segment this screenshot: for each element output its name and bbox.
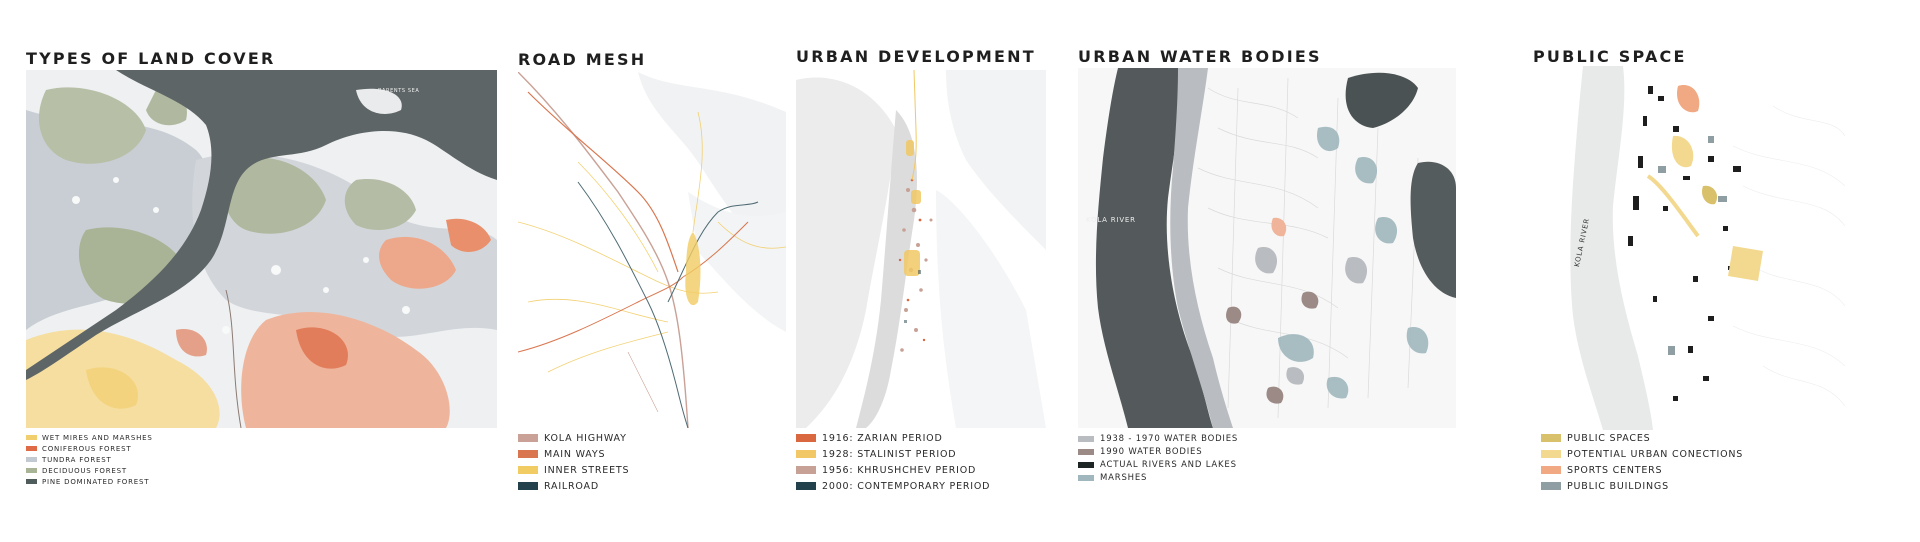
urban-development-legend: 1916: ZARIAN PERIOD 1928: STALINIST PERI… xyxy=(796,430,990,494)
legend-label: RAILROAD xyxy=(544,480,599,492)
legend-swatch xyxy=(26,435,37,440)
legend-label: POTENTIAL URBAN CONECTIONS xyxy=(1567,448,1744,460)
sea-label: BARENTS SEA xyxy=(378,88,420,94)
legend-label: 1928: STALINIST PERIOD xyxy=(822,448,957,460)
legend-label: PUBLIC SPACES xyxy=(1567,432,1651,444)
panel-title: PUBLIC SPACE xyxy=(1533,47,1687,66)
legend-label: DECIDUOUS FOREST xyxy=(42,466,127,475)
legend-label: 1938 - 1970 WATER BODIES xyxy=(1100,433,1239,444)
legend-swatch xyxy=(1541,450,1561,458)
legend-item: INNER STREETS xyxy=(518,462,629,478)
legend-swatch xyxy=(1541,434,1561,442)
legend-item: ACTUAL RIVERS AND LAKES xyxy=(1078,458,1238,471)
legend-item: 1916: ZARIAN PERIOD xyxy=(796,430,990,446)
panel-title: URBAN DEVELOPMENT xyxy=(796,47,1036,66)
legend-item: POTENTIAL URBAN CONECTIONS xyxy=(1541,446,1743,462)
land-cover-legend: WET MIRES AND MARSHES CONIFEROUS FOREST … xyxy=(26,432,153,487)
legend-label: SPORTS CENTERS xyxy=(1567,464,1663,476)
legend-swatch xyxy=(1078,461,1094,468)
legend-label: KOLA HIGHWAY xyxy=(544,432,627,444)
legend-item: SPORTS CENTERS xyxy=(1541,462,1743,478)
legend-item: 1938 - 1970 WATER BODIES xyxy=(1078,432,1238,445)
legend-swatch xyxy=(26,446,37,451)
legend-swatch xyxy=(518,450,538,458)
legend-item: TUNDRA FOREST xyxy=(26,454,153,465)
urban-development-map xyxy=(796,70,1046,428)
legend-label: WET MIRES AND MARSHES xyxy=(42,433,153,442)
legend-item: PUBLIC BUILDINGS xyxy=(1541,478,1743,494)
legend-swatch xyxy=(1078,474,1094,481)
legend-label: PUBLIC BUILDINGS xyxy=(1567,480,1669,492)
legend-item: CONIFEROUS FOREST xyxy=(26,443,153,454)
legend-swatch xyxy=(796,482,816,490)
legend-label: MARSHES xyxy=(1100,472,1148,483)
legend-swatch xyxy=(26,457,37,462)
legend-swatch xyxy=(1078,448,1094,455)
legend-swatch xyxy=(518,434,538,442)
legend-swatch xyxy=(26,479,37,484)
road-mesh-legend: KOLA HIGHWAY MAIN WAYS INNER STREETS RAI… xyxy=(518,430,629,494)
legend-item: MARSHES xyxy=(1078,471,1238,484)
legend-item: KOLA HIGHWAY xyxy=(518,430,629,446)
legend-swatch xyxy=(796,450,816,458)
public-space-map: KOLA RIVER xyxy=(1533,66,1845,430)
panel-title: TYPES OF LAND COVER xyxy=(26,49,276,68)
legend-label: 2000: CONTEMPORARY PERIOD xyxy=(822,480,991,492)
legend-label: 1956: KHRUSHCHEV PERIOD xyxy=(822,464,977,476)
panel-title: ROAD MESH xyxy=(518,50,647,69)
legend-label: INNER STREETS xyxy=(544,464,630,476)
legend-item: PINE DOMINATED FOREST xyxy=(26,476,153,487)
legend-swatch xyxy=(518,482,538,490)
legend-swatch xyxy=(796,434,816,442)
legend-label: PINE DOMINATED FOREST xyxy=(42,477,150,486)
legend-item: PUBLIC SPACES xyxy=(1541,430,1743,446)
land-cover-map: BARENTS SEA xyxy=(26,70,497,428)
public-space-legend: PUBLIC SPACES POTENTIAL URBAN CONECTIONS… xyxy=(1541,430,1743,494)
river-label: KOLA RIVER xyxy=(1086,216,1136,224)
water-bodies-legend: 1938 - 1970 WATER BODIES 1990 WATER BODI… xyxy=(1078,432,1238,484)
legend-swatch xyxy=(796,466,816,474)
legend-swatch xyxy=(1078,435,1094,442)
legend-item: RAILROAD xyxy=(518,478,629,494)
legend-label: 1916: ZARIAN PERIOD xyxy=(822,432,943,444)
legend-label: TUNDRA FOREST xyxy=(42,455,112,464)
legend-label: ACTUAL RIVERS AND LAKES xyxy=(1100,459,1237,470)
legend-label: MAIN WAYS xyxy=(544,448,606,460)
legend-swatch xyxy=(518,466,538,474)
legend-item: 1956: KHRUSHCHEV PERIOD xyxy=(796,462,990,478)
legend-item: 2000: CONTEMPORARY PERIOD xyxy=(796,478,990,494)
legend-swatch xyxy=(1541,482,1561,490)
legend-swatch xyxy=(1541,466,1561,474)
legend-swatch xyxy=(26,468,37,473)
legend-label: CONIFEROUS FOREST xyxy=(42,444,132,453)
legend-item: 1990 WATER BODIES xyxy=(1078,445,1238,458)
legend-item: WET MIRES AND MARSHES xyxy=(26,432,153,443)
road-mesh-map xyxy=(518,72,786,428)
water-bodies-map: KOLA RIVER xyxy=(1078,68,1456,428)
panel-title: URBAN WATER BODIES xyxy=(1078,47,1322,66)
legend-item: 1928: STALINIST PERIOD xyxy=(796,446,990,462)
legend-item: DECIDUOUS FOREST xyxy=(26,465,153,476)
legend-label: 1990 WATER BODIES xyxy=(1100,446,1203,457)
legend-item: MAIN WAYS xyxy=(518,446,629,462)
